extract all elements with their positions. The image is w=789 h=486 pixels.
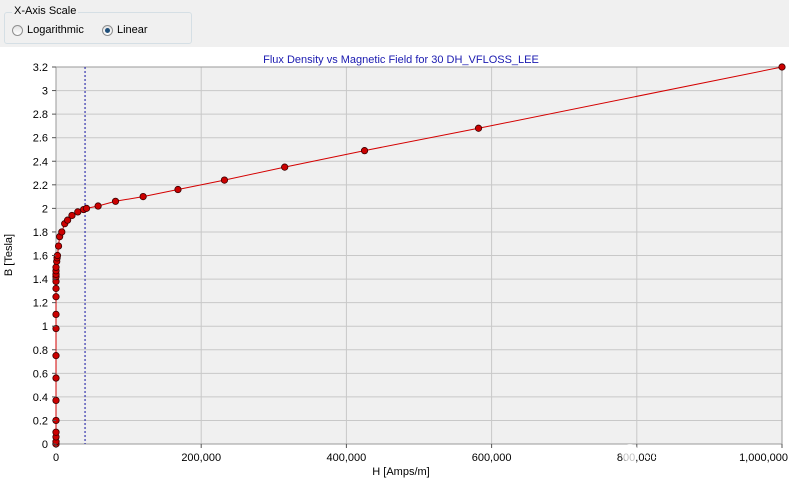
data-point [139,192,147,201]
linear-radio-label[interactable]: Linear [117,24,148,36]
linear-radio-circle-icon[interactable] [102,24,113,36]
y-tick-label: 0.4 [33,392,48,404]
y-tick-label: 0.8 [33,345,48,357]
x-tick-label: 200,000 [181,452,221,464]
data-point [68,211,76,220]
data-point [52,263,60,271]
y-axis-label: B [Tesla] [3,234,15,276]
y-tick-label: 1 [42,321,48,333]
x-axis-label: H [Amps/m] [372,466,429,478]
x-tick-label: 1,000,000 [739,452,788,464]
data-point [82,204,91,212]
data-point [360,147,369,155]
bh-curve-series [52,63,786,448]
data-point [52,324,60,333]
data-point [52,293,60,301]
y-tick-label: 1.6 [33,251,48,263]
logarithmic-radio-label[interactable]: Logarithmic [27,24,84,36]
data-point [174,185,182,194]
y-tick-label: 1.4 [33,274,48,286]
data-point [52,374,60,382]
data-point [778,63,786,71]
data-point [52,284,60,293]
y-tick-label: 2.8 [33,109,48,121]
y-tick-label: 2.6 [33,133,48,145]
y-tick-label: 0.6 [33,368,48,380]
data-point [220,176,229,184]
x-tick-label: 600,000 [472,452,512,464]
y-tick-label: 1.8 [33,227,48,239]
y-tick-label: 2.2 [33,180,48,192]
y-axis-ticks: 0 0.2 0.4 0.6 0.8 1 1.2 1.4 1.6 1.8 2 2.2 2.4 2.6 2.8 3… [33,62,56,451]
y-tick-label: 2 [42,203,48,215]
logarithmic-radio[interactable]: Logarithmic [12,24,84,36]
data-point [52,310,60,319]
watermark-text: EDC电驱未来 [643,446,728,462]
data-point [54,242,63,250]
data-point [474,124,483,132]
x-tick-label: 0 [53,452,59,464]
logarithmic-radio-circle-icon[interactable] [12,24,23,36]
x-axis-scale-title: X-Axis Scale [12,5,79,17]
data-point [52,352,60,360]
y-tick-label: 1.2 [33,298,48,310]
y-tick-label: 2.4 [33,156,48,168]
chart-title: Flux Density vs Magnetic Field for 30 DH… [263,54,539,66]
watermark: EDC电驱未来 [621,444,728,462]
y-tick-label: 0.2 [33,415,48,427]
linear-radio[interactable]: Linear [102,24,148,36]
x-tick-label: 400,000 [327,452,367,464]
x-axis-scale-group: X-Axis Scale Logarithmic Linear [4,5,192,44]
data-point [64,216,72,224]
data-point [52,428,60,436]
data-point [94,202,102,210]
y-tick-label: 0 [42,439,48,451]
data-point [111,197,120,205]
data-point [52,396,60,405]
data-point [281,163,289,171]
y-tick-label: 3.2 [33,62,48,74]
y-tick-label: 3 [42,86,48,98]
wechat-icon [621,444,639,462]
data-point [58,228,66,236]
